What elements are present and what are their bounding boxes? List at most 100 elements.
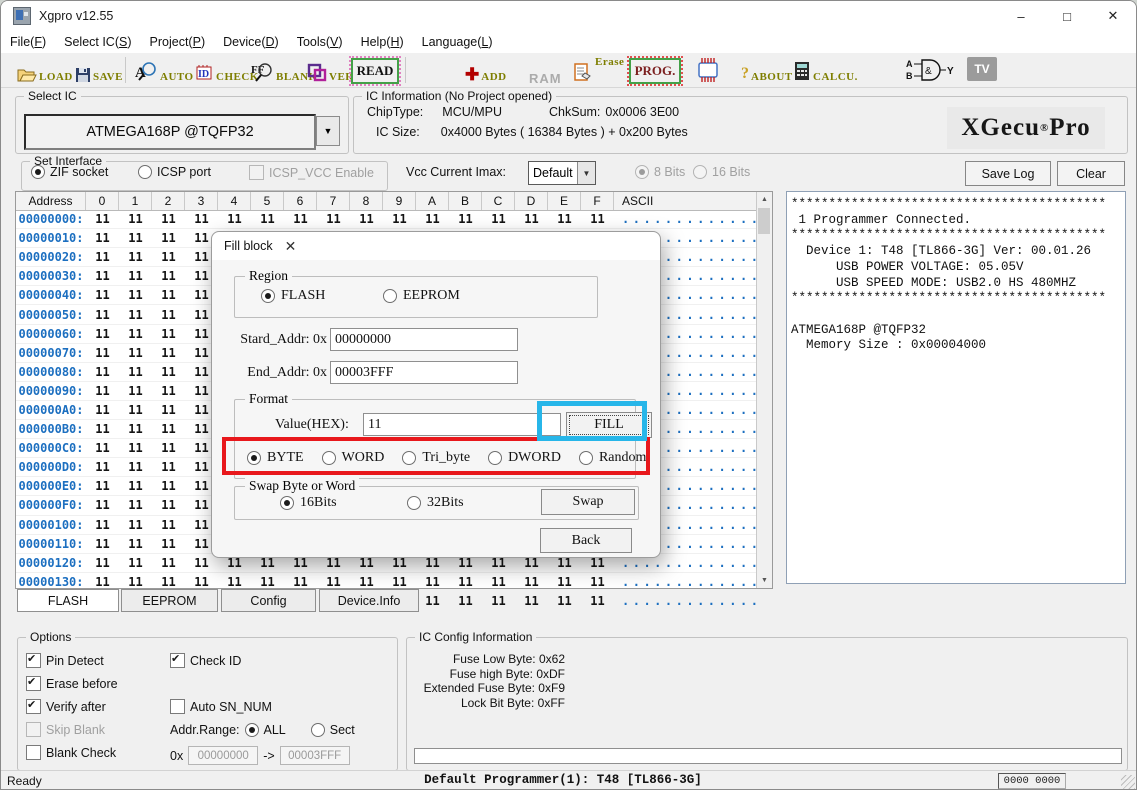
hex-byte-cell[interactable]: 11 xyxy=(590,574,605,589)
tv-button[interactable]: TV xyxy=(967,57,997,81)
hex-byte-cell[interactable]: 11 xyxy=(491,555,506,570)
hex-byte-cell[interactable]: 11 xyxy=(326,574,341,589)
hex-byte-cell[interactable]: 11 xyxy=(458,574,473,589)
hex-row[interactable]: 00000120: 11 11 11 11 11 11 11 11 11 11 11 11 11 11 11 1… xyxy=(16,554,757,573)
hex-byte-cell[interactable]: 11 xyxy=(293,555,308,570)
hex-byte-cell[interactable]: 11 xyxy=(227,555,242,570)
hex-byte-cell[interactable]: 11 xyxy=(359,212,374,227)
hex-byte-cell[interactable]: 11 xyxy=(128,250,143,265)
hex-byte-cell[interactable]: 11 xyxy=(128,326,143,341)
hex-byte-cell[interactable]: 11 xyxy=(95,307,110,322)
resize-grip[interactable] xyxy=(1121,775,1135,789)
hex-byte-cell[interactable]: 11 xyxy=(128,574,143,589)
hex-byte-cell[interactable]: 11 xyxy=(194,460,209,475)
back-button[interactable]: Back xyxy=(540,528,632,553)
hex-byte-cell[interactable]: 11 xyxy=(227,574,242,589)
hex-byte-cell[interactable]: 11 xyxy=(194,231,209,246)
hex-byte-cell[interactable]: 11 xyxy=(524,555,539,570)
hex-byte-cell[interactable]: 11 xyxy=(194,326,209,341)
menu-item-tools[interactable]: Tools(V) xyxy=(296,35,343,49)
add-button[interactable]: ✚ ADD xyxy=(465,65,507,84)
hex-byte-cell[interactable]: 11 xyxy=(194,441,209,456)
hex-byte-cell[interactable]: 11 xyxy=(128,364,143,379)
dialog-title-bar[interactable]: Fill block ✕ xyxy=(212,232,660,260)
hex-row[interactable]: 00000000: 11 11 11 11 11 11 11 11 11 11 11 11 11 11 11 1… xyxy=(16,210,757,230)
hex-byte-cell[interactable]: 11 xyxy=(194,402,209,417)
icsp-port-radio[interactable]: ICSP port xyxy=(138,165,211,179)
hex-byte-cell[interactable]: 11 xyxy=(128,479,143,494)
hex-byte-cell[interactable]: 11 xyxy=(95,212,110,227)
tab-flash[interactable]: FLASH xyxy=(17,589,119,612)
radio-icon[interactable] xyxy=(310,723,325,737)
selected-ic-value[interactable]: ATMEGA168P @TQFP32 xyxy=(24,114,316,150)
scroll-down-arrow[interactable]: ▼ xyxy=(757,573,772,588)
hex-byte-cell[interactable]: 11 xyxy=(425,212,440,227)
hex-byte-cell[interactable]: 11 xyxy=(128,402,143,417)
hex-byte-cell[interactable]: 11 xyxy=(95,269,110,284)
hex-byte-cell[interactable]: 11 xyxy=(458,212,473,227)
hex-byte-cell[interactable]: 11 xyxy=(326,555,341,570)
hex-byte-cell[interactable]: 11 xyxy=(161,250,176,265)
hex-byte-cell[interactable]: 11 xyxy=(194,498,209,513)
hex-byte-cell[interactable]: 11 xyxy=(161,326,176,341)
hex-byte-cell[interactable]: 11 xyxy=(194,574,209,589)
swap-button[interactable]: Swap xyxy=(541,489,635,515)
save-log-button[interactable]: Save Log xyxy=(965,161,1051,186)
hex-byte-cell[interactable]: 11 xyxy=(161,517,176,532)
hex-byte-cell[interactable]: 11 xyxy=(161,269,176,284)
fill-mode-word[interactable]: WORD xyxy=(321,450,384,466)
calc-button[interactable]: CALCU. xyxy=(793,57,858,83)
hex-byte-cell[interactable]: 11 xyxy=(161,307,176,322)
tab-config[interactable]: Config xyxy=(221,589,316,612)
hex-byte-cell[interactable]: 11 xyxy=(95,441,110,456)
hex-byte-cell[interactable]: 11 xyxy=(161,383,176,398)
hex-byte-cell[interactable]: 11 xyxy=(260,555,275,570)
hex-byte-cell[interactable]: 11 xyxy=(161,479,176,494)
hex-byte-cell[interactable]: 11 xyxy=(95,364,110,379)
hex-byte-cell[interactable]: 11 xyxy=(95,383,110,398)
hex-byte-cell[interactable]: 11 xyxy=(95,517,110,532)
hex-byte-cell[interactable]: 11 xyxy=(161,536,176,551)
hex-byte-cell[interactable]: 11 xyxy=(128,231,143,246)
hex-byte-cell[interactable]: 11 xyxy=(194,555,209,570)
hex-byte-cell[interactable]: 11 xyxy=(161,345,176,360)
hex-byte-cell[interactable]: 11 xyxy=(590,212,605,227)
zif-socket-radio[interactable]: ZIF socket xyxy=(31,165,108,179)
blank-check-checkbox[interactable]: Blank Check xyxy=(26,745,116,760)
hex-byte-cell[interactable]: 11 xyxy=(392,574,407,589)
fill-mode-dword[interactable]: DWORD xyxy=(488,450,561,466)
hex-byte-cell[interactable]: 11 xyxy=(260,574,275,589)
erase-before-checkbox[interactable]: Erase before xyxy=(26,675,118,691)
menu-item-file[interactable]: File(F) xyxy=(10,35,47,49)
hex-byte-cell[interactable]: 11 xyxy=(128,441,143,456)
hex-byte-cell[interactable]: 11 xyxy=(161,422,176,437)
prog-button[interactable]: PROG. xyxy=(627,56,683,86)
flash-radio[interactable]: FLASH xyxy=(261,288,325,304)
hex-byte-cell[interactable]: 11 xyxy=(128,498,143,513)
hex-byte-cell[interactable]: 11 xyxy=(557,212,572,227)
hex-byte-cell[interactable]: 11 xyxy=(95,288,110,303)
hex-byte-cell[interactable]: 11 xyxy=(161,231,176,246)
hex-byte-cell[interactable]: 11 xyxy=(161,288,176,303)
hex-byte-cell[interactable]: 11 xyxy=(425,555,440,570)
hex-byte-cell[interactable]: 11 xyxy=(95,460,110,475)
about-button[interactable]: ? ABOUT xyxy=(741,65,793,83)
hex-byte-cell[interactable]: 11 xyxy=(194,536,209,551)
scroll-up-arrow[interactable]: ▲ xyxy=(757,192,772,207)
hex-byte-cell[interactable]: 11 xyxy=(194,307,209,322)
radio-icon[interactable] xyxy=(244,723,259,737)
hex-byte-cell[interactable]: 11 xyxy=(128,422,143,437)
hex-byte-cell[interactable]: 11 xyxy=(524,593,539,608)
hex-byte-cell[interactable]: 11 xyxy=(491,574,506,589)
hex-byte-cell[interactable]: 11 xyxy=(194,479,209,494)
hex-byte-cell[interactable]: 11 xyxy=(128,345,143,360)
auto-button[interactable]: A AUTO xyxy=(134,57,194,83)
tab-device-info[interactable]: Device.Info xyxy=(319,589,419,612)
hex-byte-cell[interactable]: 11 xyxy=(128,269,143,284)
32bits-swap-radio[interactable]: 32Bits xyxy=(407,495,464,511)
hex-byte-cell[interactable]: 11 xyxy=(227,212,242,227)
hex-byte-cell[interactable]: 11 xyxy=(95,574,110,589)
hex-byte-cell[interactable]: 11 xyxy=(161,364,176,379)
hex-byte-cell[interactable]: 11 xyxy=(491,593,506,608)
select-ic-dropdown-button[interactable]: ▼ xyxy=(316,116,340,146)
